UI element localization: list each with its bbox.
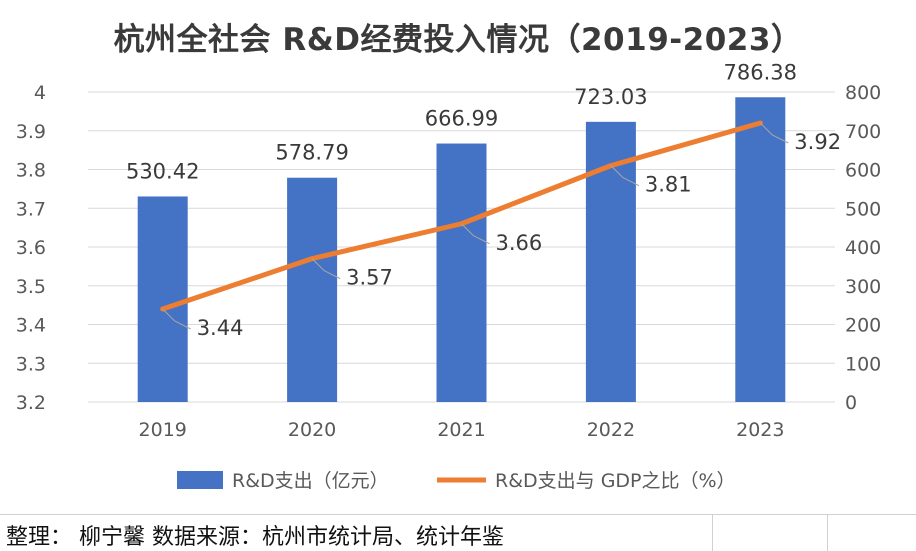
bar-data-label: 786.38	[724, 60, 797, 84]
y-left-tick-label: 3.7	[16, 198, 46, 220]
bar-data-label: 578.79	[275, 141, 348, 165]
chart-svg: 3.2 3.3 3.4 3.5 3.6 3.7 3.8 3.9 4 0 100 200 300 400 50…	[16, 60, 881, 492]
y-right-tick-label: 0	[845, 392, 857, 414]
bar	[585, 121, 636, 403]
x-tick-label: 2022	[587, 419, 635, 441]
bar	[735, 97, 786, 403]
line-data-label: 3.92	[794, 130, 841, 154]
line-label-leader	[610, 165, 640, 187]
bar	[287, 177, 338, 402]
chart-title: 杭州全社会 R&D经费投入情况（2019-2023）	[113, 22, 803, 58]
y-left-tick-label: 3.4	[16, 315, 46, 337]
line-label-leader	[311, 258, 341, 280]
bar	[137, 196, 188, 402]
y-left-tick-label: 3.9	[16, 121, 46, 143]
y-left-tick-label: 4	[34, 82, 46, 104]
bar	[436, 143, 487, 402]
bar-data-label: 666.99	[425, 107, 498, 131]
y-right-tick-label: 100	[845, 353, 881, 375]
y-left-tick-label: 3.2	[16, 392, 46, 414]
line-label-leader	[461, 223, 490, 245]
line-data-label: 3.81	[645, 173, 692, 197]
y-left-tick-label: 3.6	[16, 237, 46, 259]
y-right-tick-label: 800	[845, 82, 881, 104]
y-right-tick-label: 200	[845, 315, 881, 337]
y-right-tick-label: 400	[845, 237, 881, 259]
x-tick-label: 2023	[736, 419, 784, 441]
x-tick-label: 2019	[139, 419, 187, 441]
legend-label-bar: R&D支出（亿元）	[232, 470, 389, 492]
line-data-label: 3.66	[496, 231, 543, 255]
footer-credit: 整理： 柳宁馨 数据来源：杭州市统计局、统计年鉴	[6, 525, 504, 550]
y-left-tick-label: 3.5	[16, 276, 46, 298]
legend-label-line: R&D支出与 GDP之比（%）	[495, 470, 736, 492]
x-tick-label: 2020	[288, 419, 336, 441]
y-left-tick-label: 3.3	[16, 353, 46, 375]
line-label-leader	[162, 308, 191, 330]
x-tick-label: 2021	[437, 419, 485, 441]
footer-cell	[712, 515, 828, 551]
line-label-leader	[759, 122, 789, 144]
y-left-tick-label: 3.8	[16, 160, 46, 182]
y-right-tick-label: 300	[845, 276, 881, 298]
bar-data-label: 723.03	[574, 85, 647, 109]
y-right-tick-label: 700	[845, 121, 881, 143]
y-right-tick-label: 600	[845, 160, 881, 182]
bar-data-label: 530.42	[126, 159, 199, 183]
line-data-label: 3.57	[346, 266, 393, 290]
footer: 整理： 柳宁馨 数据来源：杭州市统计局、统计年鉴	[0, 514, 916, 551]
footer-cell	[827, 515, 916, 551]
y-right-tick-label: 500	[845, 198, 881, 220]
legend-swatch-bar	[177, 471, 223, 489]
chart-area: 杭州全社会 R&D经费投入情况（2019-2023） 3.2 3.3 3.4 3.5 3…	[16, 22, 881, 492]
line-data-label: 3.44	[197, 316, 244, 340]
